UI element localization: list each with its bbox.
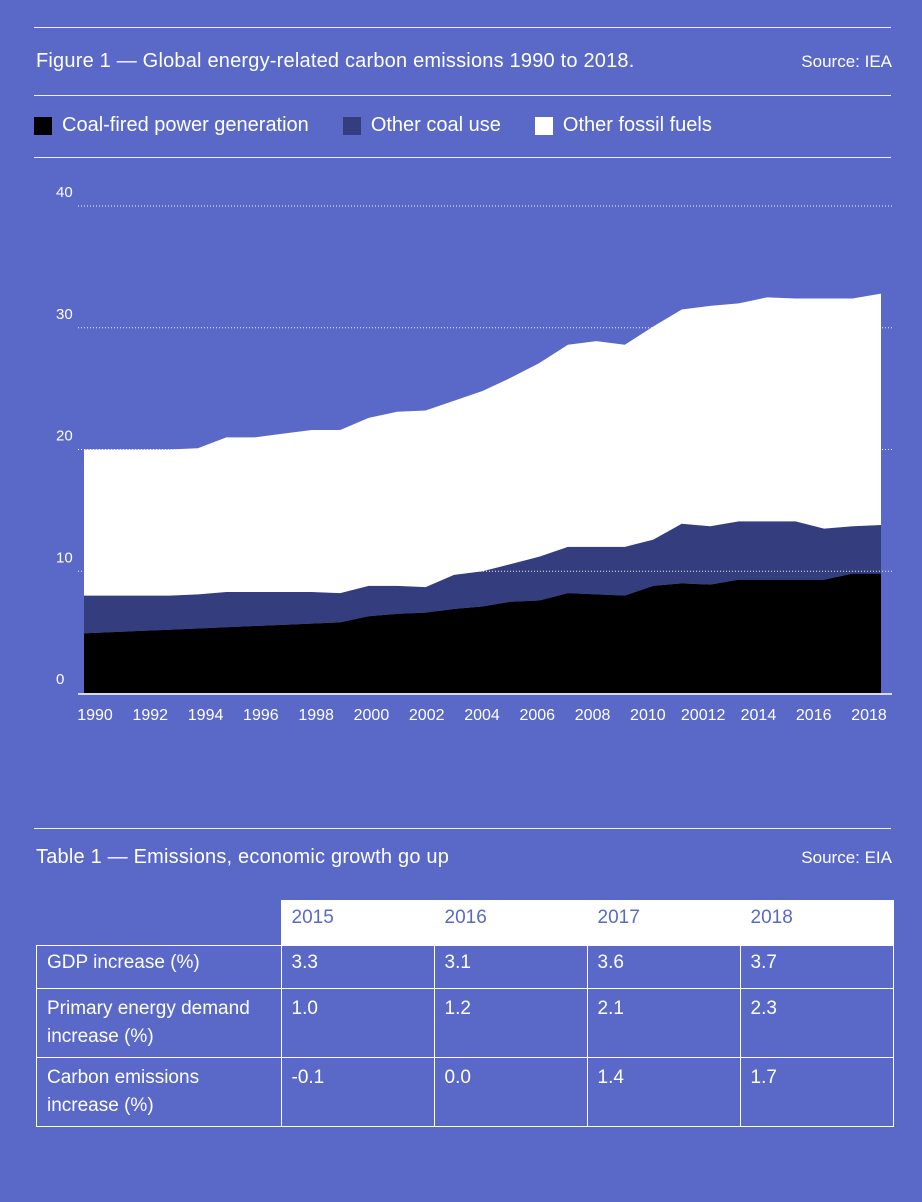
table-cell: 1.7 bbox=[739, 1056, 894, 1127]
figure-source: Source: IEA bbox=[801, 52, 892, 71]
table-cell: 1.4 bbox=[586, 1056, 741, 1127]
row-label-energy-demand: Primary energy demand increase (%) bbox=[36, 987, 282, 1058]
legend-swatch-other-fossil bbox=[534, 116, 553, 135]
y-tick-label: 0 bbox=[56, 671, 64, 688]
legend-label-other-coal: Other coal use bbox=[370, 114, 501, 136]
x-tick-label: 20012 bbox=[681, 707, 726, 724]
legend-swatch-coal-power bbox=[34, 116, 52, 135]
emissions-area-chart: 0 10 20 30 40 1990 1992 1994 1996 1998 2000 2002 200… bbox=[56, 184, 892, 724]
legend-item-other-coal: Other coal use bbox=[342, 114, 501, 137]
x-tick-label: 1992 bbox=[132, 707, 168, 724]
emissions-table: 2015 2016 2017 2018 GDP increase (%) 3.3… bbox=[36, 900, 894, 1127]
table-header-2016: 2016 bbox=[433, 900, 588, 946]
table-cell: 3.1 bbox=[433, 944, 588, 989]
legend-label-other-fossil: Other fossil fuels bbox=[562, 114, 712, 136]
x-tick-label: 2002 bbox=[409, 707, 445, 724]
y-tick-label: 10 bbox=[56, 549, 73, 566]
legend-item-other-fossil: Other fossil fuels bbox=[534, 114, 712, 137]
table-cell: -0.1 bbox=[280, 1056, 435, 1127]
table-cell: 2.1 bbox=[586, 987, 741, 1058]
area-series-0 bbox=[84, 573, 881, 693]
table-cell: 1.0 bbox=[280, 987, 435, 1058]
row-label-carbon-emissions: Carbon emissions increase (%) bbox=[36, 1056, 282, 1127]
x-tick-label: 2010 bbox=[630, 707, 666, 724]
x-tick-label: 2006 bbox=[519, 707, 555, 724]
y-tick-label: 30 bbox=[56, 306, 73, 323]
x-tick-label: 1994 bbox=[188, 707, 224, 724]
x-tick-label: 2018 bbox=[851, 707, 887, 724]
table-cell: 3.3 bbox=[280, 944, 435, 989]
table-cell: 0.0 bbox=[433, 1056, 588, 1127]
figure-title: Figure 1 — Global energy-related carbon … bbox=[36, 50, 635, 72]
x-tick-label: 2008 bbox=[575, 707, 611, 724]
table-header-2015: 2015 bbox=[280, 900, 435, 946]
table-cell: 1.2 bbox=[433, 987, 588, 1058]
table-row: Primary energy demand increase (%) 1.0 1… bbox=[36, 987, 894, 1058]
table-top-divider bbox=[34, 828, 891, 829]
x-tick-label: 1996 bbox=[243, 707, 279, 724]
x-tick-label: 1990 bbox=[77, 707, 113, 724]
legend-label-coal-power: Coal-fired power generation bbox=[62, 114, 309, 136]
table-source: Source: EIA bbox=[801, 848, 892, 867]
figure-title-divider bbox=[34, 95, 891, 96]
table-cell: 2.3 bbox=[739, 987, 894, 1058]
x-tick-label: 1998 bbox=[298, 707, 334, 724]
chart-legend: Coal-fired power generation Other coal u… bbox=[34, 114, 746, 137]
legend-swatch-other-coal bbox=[342, 116, 361, 135]
table-header-2018: 2018 bbox=[739, 900, 894, 946]
x-tick-label: 2000 bbox=[354, 707, 390, 724]
top-divider bbox=[34, 27, 891, 28]
y-tick-label: 20 bbox=[56, 428, 73, 445]
table-cell: 3.7 bbox=[739, 944, 894, 989]
table-row: Carbon emissions increase (%) -0.1 0.0 1… bbox=[36, 1056, 894, 1127]
area-series-2 bbox=[84, 293, 881, 596]
table-title: Table 1 — Emissions, economic growth go … bbox=[36, 846, 450, 868]
y-tick-label: 40 bbox=[56, 184, 73, 201]
table-corner-cell bbox=[36, 900, 282, 946]
table-row: GDP increase (%) 3.3 3.1 3.6 3.7 bbox=[36, 944, 894, 989]
area-series-1 bbox=[84, 521, 881, 634]
x-tick-label: 2014 bbox=[741, 707, 777, 724]
row-label-gdp: GDP increase (%) bbox=[36, 944, 282, 989]
legend-divider bbox=[34, 157, 891, 158]
x-tick-label: 2016 bbox=[796, 707, 832, 724]
table-cell: 3.6 bbox=[586, 944, 741, 989]
legend-item-coal-power: Coal-fired power generation bbox=[34, 114, 309, 137]
table-header-row: 2015 2016 2017 2018 bbox=[36, 900, 894, 946]
x-tick-label: 2004 bbox=[464, 707, 500, 724]
table-header-2017: 2017 bbox=[586, 900, 741, 946]
